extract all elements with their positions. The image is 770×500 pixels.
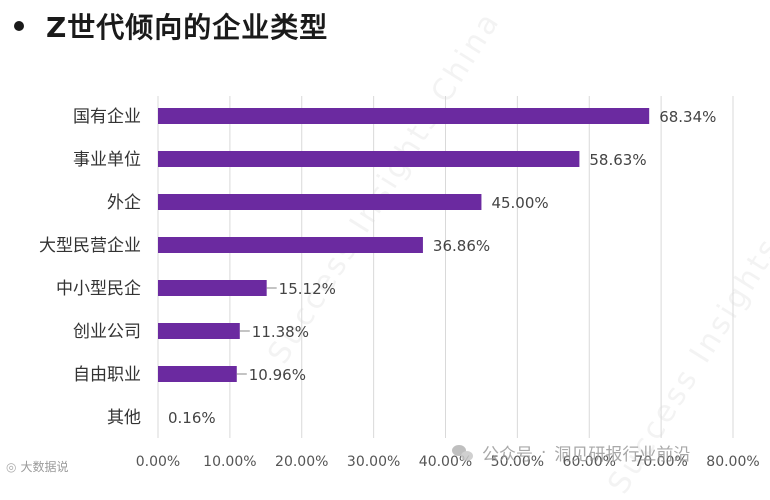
x-tick-label: 10.00% <box>203 454 256 470</box>
value-label: 11.38% <box>252 323 309 341</box>
category-label: 国有企业 <box>73 107 141 127</box>
channel-separator: · <box>541 442 547 463</box>
category-label: 大型民营企业 <box>39 236 141 256</box>
bar-chart: 0.00% 10.00% 20.00% 30.00% 40.00% 50.00% 60.00… <box>39 96 760 470</box>
x-tick-label: 0.00% <box>136 454 180 470</box>
source-label: 大数据说 <box>20 460 69 474</box>
channel-credit: 公众号 · 洞见研报行业前沿 <box>452 440 690 465</box>
channel-name: 洞见研报行业前沿 <box>554 445 691 465</box>
value-label: 0.16% <box>168 409 216 427</box>
x-tick-label: 20.00% <box>275 454 328 470</box>
x-tick-label: 50.00% <box>491 454 544 470</box>
category-label: 自由职业 <box>73 365 141 385</box>
page-heading: Z世代倾向的企业类型 <box>12 4 328 48</box>
weibo-icon: ◎ <box>6 459 17 474</box>
bar <box>158 108 650 124</box>
x-tick-label: 70.00% <box>634 454 687 470</box>
source-watermark: ◎ 大数据说 <box>6 458 69 475</box>
bar <box>158 323 240 339</box>
bar <box>158 280 267 296</box>
x-tick-label: 80.00% <box>706 454 759 470</box>
category-label: 事业单位 <box>73 150 141 170</box>
x-tick-label: 30.00% <box>347 454 400 470</box>
category-label: 中小型民企 <box>56 279 141 299</box>
channel-prefix: 公众号 <box>482 445 533 465</box>
x-tick-label: 40.00% <box>419 454 472 470</box>
value-label: 45.00% <box>491 194 548 212</box>
value-label: 10.96% <box>249 366 306 384</box>
bullet-icon <box>14 21 24 31</box>
bar <box>158 366 237 382</box>
value-label: 58.63% <box>589 151 646 169</box>
bar <box>158 237 423 253</box>
category-label: 其他 <box>107 408 141 428</box>
bar <box>158 151 580 167</box>
category-label: 外企 <box>107 193 141 213</box>
page-title: Z世代倾向的企业类型 <box>46 11 329 44</box>
category-label: 创业公司 <box>73 322 141 342</box>
x-tick-label: 60.00% <box>563 454 616 470</box>
wechat-icon <box>452 444 474 462</box>
bar <box>158 194 482 210</box>
value-label: 36.86% <box>433 237 490 255</box>
value-label: 15.12% <box>279 280 336 298</box>
value-label: 68.34% <box>659 108 716 126</box>
